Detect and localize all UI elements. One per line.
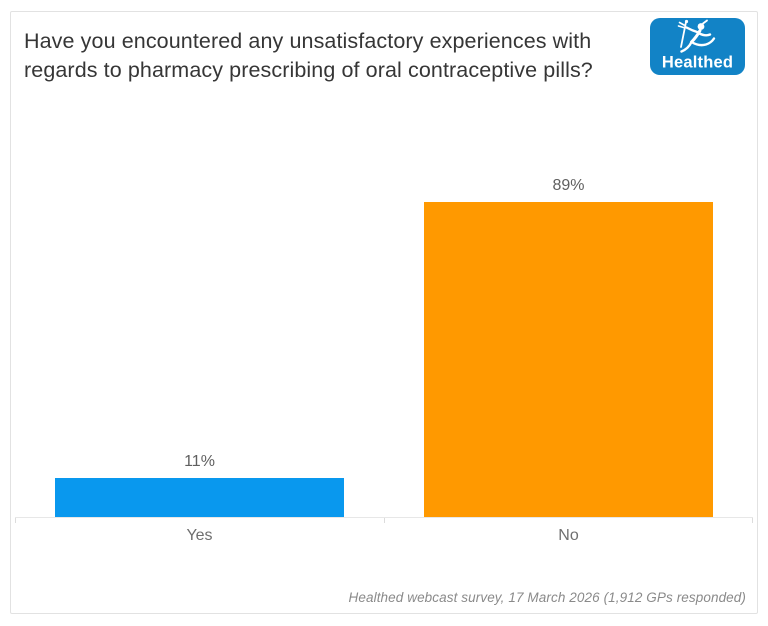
x-axis-labels: Yes No: [15, 527, 753, 545]
source-caption: Healthed webcast survey, 17 March 2026 (…: [348, 590, 746, 605]
bar-rect-no[interactable]: [424, 202, 713, 517]
logo-wordmark: Healthed: [662, 54, 733, 72]
bar-value-label-yes: 11%: [184, 453, 215, 470]
chart-card: Have you encountered any unsatisfactory …: [10, 11, 758, 614]
logo-background: [650, 18, 745, 75]
x-axis-line: [15, 517, 753, 518]
bar-value-label-no: 89%: [552, 177, 585, 194]
bar-group-yes: 11%: [15, 453, 384, 517]
axis-tick-middle: [384, 518, 385, 523]
bar-chart: 11% 89%: [15, 158, 753, 523]
mercury-runner-icon: [677, 19, 716, 53]
bar-group-no: 89%: [384, 177, 753, 517]
category-label-yes: Yes: [186, 527, 213, 544]
bar-rect-yes[interactable]: [55, 478, 344, 517]
axis-tick-left: [15, 518, 16, 523]
category-label-no: No: [558, 527, 579, 544]
chart-title: Have you encountered any unsatisfactory …: [24, 29, 593, 82]
healthed-logo: Healthed: [650, 18, 745, 75]
axis-tick-right: [752, 518, 753, 523]
